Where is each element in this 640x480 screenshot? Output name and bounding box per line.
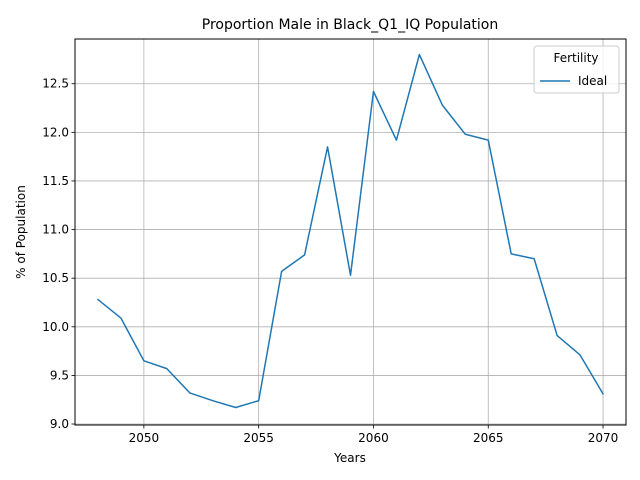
- chart-title: Proportion Male in Black_Q1_IQ Populatio…: [202, 17, 498, 33]
- y-tick-label: 12.5: [42, 77, 69, 91]
- y-tick-label: 11.0: [42, 223, 69, 237]
- y-tick-label: 9.5: [50, 368, 69, 382]
- x-tick-label: 2060: [358, 431, 389, 445]
- y-axis-label: % of Population: [14, 185, 28, 279]
- grid-lines: [75, 39, 626, 425]
- x-tick-label: 2050: [129, 431, 160, 445]
- plot-frame: [74, 38, 627, 426]
- x-tick-label: 2070: [588, 431, 619, 445]
- y-tick-label: 10.5: [42, 271, 69, 285]
- x-axis-ticks: 2050 2055 2060 2065 2070: [129, 425, 619, 445]
- legend-title: Fertility: [553, 51, 598, 65]
- y-tick-label: 12.0: [42, 125, 69, 139]
- y-tick-label: 11.5: [42, 174, 69, 188]
- x-tick-label: 2065: [473, 431, 504, 445]
- y-axis-ticks: 9.0 9.5 10.0 10.5 11.0 11.5 12.0 12.5: [42, 77, 75, 431]
- legend: Fertility Ideal: [533, 45, 620, 94]
- series-layer: [96, 53, 605, 409]
- x-tick-label: 2055: [243, 431, 274, 445]
- y-tick-label: 9.0: [50, 417, 69, 431]
- legend-label-ideal: Ideal: [578, 74, 607, 88]
- x-axis-label: Years: [333, 451, 366, 465]
- series-line-ideal: [96, 53, 605, 409]
- y-tick-label: 10.0: [42, 320, 69, 334]
